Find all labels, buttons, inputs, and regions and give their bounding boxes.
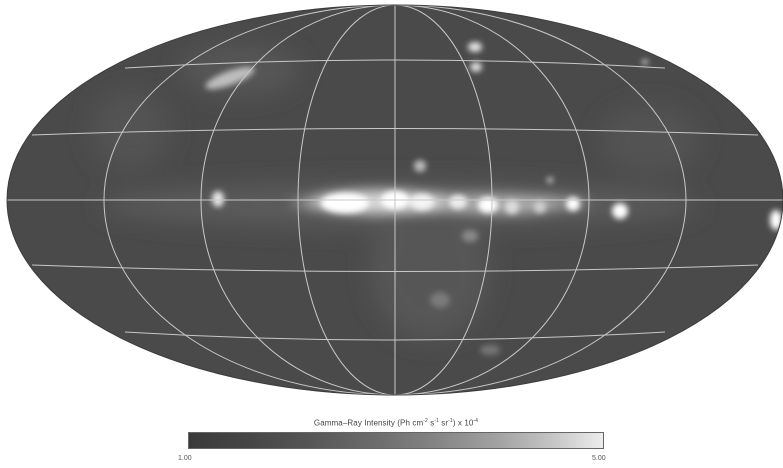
parallel-south-30 (31, 264, 759, 272)
parallel-north-60 (124, 59, 666, 69)
gamma-ray-sky-map (6, 4, 783, 396)
point-sources (205, 42, 782, 355)
sky-outline (6, 4, 783, 396)
colorbar-min-label: 1.00 (178, 455, 192, 462)
colorbar-title: Gamma–Ray Intensity (Ph cm-2 s-1 sr-1) x… (313, 418, 479, 428)
coordinate-grid (7, 5, 783, 395)
parallel-north-30 (31, 128, 759, 136)
colorbar-max-label: 5.00 (592, 455, 606, 462)
colorbar (188, 432, 604, 449)
parallel-south-60 (124, 331, 666, 341)
